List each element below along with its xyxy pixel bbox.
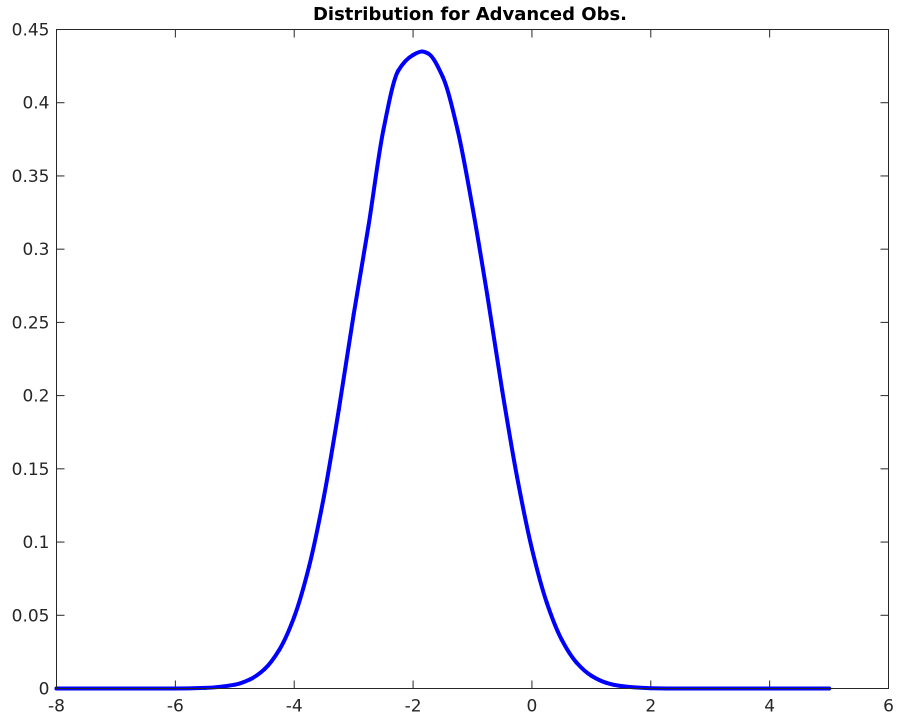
x-tick-label: -4 [286, 697, 303, 717]
data-point [277, 647, 282, 652]
data-point [589, 673, 594, 678]
y-tick-label: 0.15 [12, 460, 50, 480]
y-tick-label: 0.4 [22, 94, 49, 114]
data-point [292, 614, 297, 619]
data-point [425, 51, 430, 56]
data-point [411, 52, 416, 57]
data-point [455, 128, 460, 133]
data-point [247, 677, 252, 682]
y-tick-label: 0.45 [12, 21, 50, 41]
data-point [559, 637, 564, 642]
data-point [574, 660, 579, 665]
y-tick-label: 0.1 [22, 533, 49, 553]
data-point [336, 407, 341, 412]
x-tick-label: 4 [764, 697, 775, 717]
data-point [203, 685, 208, 690]
x-tick-label: -8 [48, 697, 65, 717]
data-point [500, 388, 505, 393]
x-tick-label: 2 [645, 697, 656, 717]
data-point [321, 494, 326, 499]
data-point [307, 564, 312, 569]
data-point [529, 546, 534, 551]
data-point [619, 684, 624, 689]
plot-area-frame [56, 29, 889, 689]
data-point [232, 682, 237, 687]
data-point [366, 223, 371, 228]
data-point [381, 128, 386, 133]
y-axis-ticks: 0 0.05 0.1 0.15 0.2 0.25 0.3 0.35 0.4 0.45 [12, 21, 889, 700]
data-point [485, 293, 490, 298]
data-point [440, 74, 445, 79]
data-point [515, 475, 520, 480]
x-tick-label: -2 [405, 697, 422, 717]
y-tick-label: 0.3 [22, 240, 49, 260]
data-point [544, 600, 549, 605]
chart-title: Distribution for Advanced Obs. [313, 4, 627, 25]
x-tick-label: 0 [527, 697, 538, 717]
data-point [604, 680, 609, 685]
y-tick-label: 0.35 [12, 167, 50, 187]
y-tick-label: 0.25 [12, 313, 50, 333]
data-point [351, 312, 356, 317]
series-layer [54, 49, 832, 691]
data-point [262, 667, 267, 672]
y-tick-label: 0.2 [22, 387, 49, 407]
data-point [396, 68, 401, 73]
y-tick-label: 0 [39, 680, 50, 700]
y-tick-label: 0.05 [12, 606, 50, 626]
x-tick-label: -6 [167, 697, 184, 717]
data-point [470, 205, 475, 210]
data-point [419, 49, 424, 54]
x-tick-label: 6 [883, 697, 894, 717]
